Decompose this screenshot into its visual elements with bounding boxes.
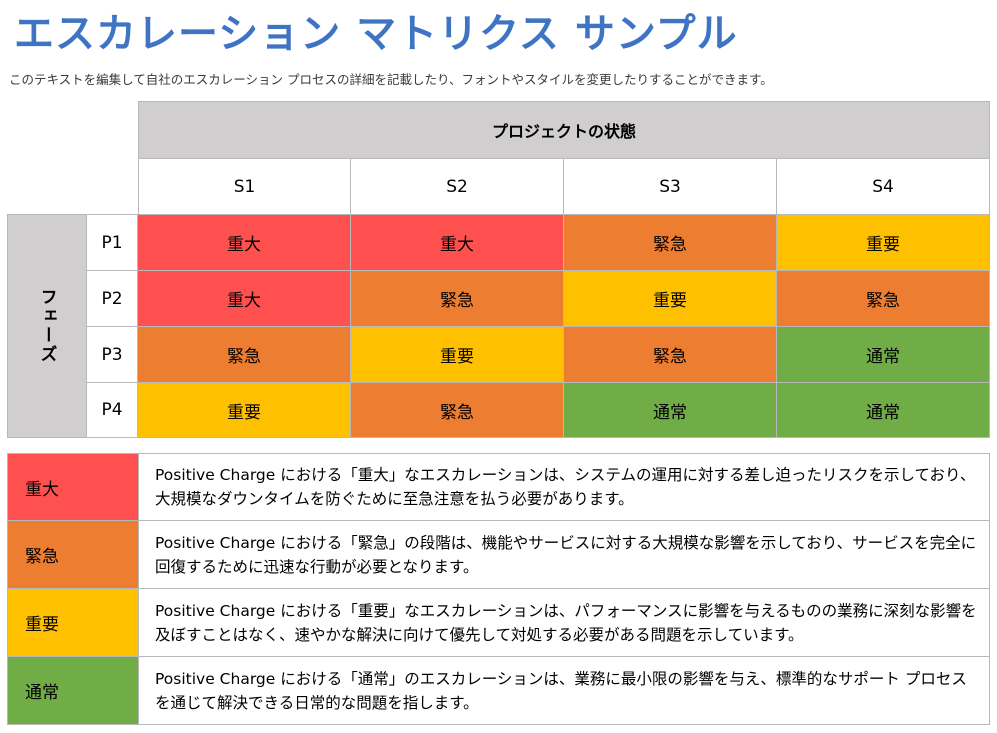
matrix-cell-label: 通常 bbox=[866, 347, 900, 367]
matrix-cell: 重要 bbox=[351, 327, 564, 383]
matrix-cell-label: 重大 bbox=[227, 235, 261, 255]
matrix-cell-label: 通常 bbox=[866, 402, 900, 423]
matrix-cell: 通常 bbox=[777, 383, 990, 438]
legend-row: 通常 Positive Charge における「通常」のエスカレーションは、業務… bbox=[7, 657, 990, 725]
column-group-header: プロジェクトの状態 bbox=[138, 101, 990, 159]
matrix-cell: 重要 bbox=[138, 383, 351, 438]
page-subtitle: このテキストを編集して自社のエスカレーション プロセスの詳細を記載したり、フォン… bbox=[9, 72, 773, 87]
column-group-label: プロジェクトの状態 bbox=[491, 122, 636, 141]
column-header-label: S3 bbox=[659, 176, 681, 197]
matrix-cell: 重要 bbox=[564, 271, 777, 327]
matrix-cell-label: 緊急 bbox=[653, 347, 687, 367]
matrix-corner bbox=[7, 101, 138, 214]
row-header-label: P3 bbox=[101, 344, 123, 365]
legend-description: Positive Charge における「通常」のエスカレーションは、業務に最小… bbox=[139, 657, 989, 724]
matrix-cell-label: 重大 bbox=[227, 291, 261, 311]
row-header-p3: P3 bbox=[87, 327, 138, 383]
row-header-p2: P2 bbox=[87, 271, 138, 327]
matrix-cell: 通常 bbox=[777, 327, 990, 383]
column-header-s4: S4 bbox=[777, 159, 990, 215]
matrix-cell-label: 緊急 bbox=[440, 402, 474, 423]
row-group-label: フェーズ bbox=[36, 288, 57, 364]
row-header-label: P4 bbox=[101, 400, 123, 420]
matrix-cell: 緊急 bbox=[564, 214, 777, 271]
legend-row: 重要 Positive Charge における「重要」なエスカレーションは、パフ… bbox=[7, 589, 990, 657]
column-header-label: S4 bbox=[872, 176, 894, 197]
matrix-cell-label: 重要 bbox=[866, 235, 900, 255]
matrix-cell: 緊急 bbox=[564, 327, 777, 383]
column-header-label: S1 bbox=[233, 176, 256, 197]
row-header-label: P2 bbox=[101, 288, 123, 309]
matrix-cell: 重大 bbox=[138, 214, 351, 271]
legend-description: Positive Charge における「重大」なエスカレーションは、システムの… bbox=[139, 454, 989, 520]
matrix-cell: 緊急 bbox=[351, 383, 564, 438]
row-header-p4: P4 bbox=[87, 383, 138, 438]
matrix-cell: 通常 bbox=[564, 383, 777, 438]
legend-level: 緊急 bbox=[8, 521, 139, 588]
page-title: エスカレーション マトリクス サンプル bbox=[14, 11, 738, 57]
matrix-cell: 重大 bbox=[351, 214, 564, 271]
row-header-label: P1 bbox=[101, 232, 123, 253]
matrix-cell-label: 重要 bbox=[653, 291, 687, 311]
column-header-s2: S2 bbox=[351, 159, 564, 215]
matrix-cell-label: 緊急 bbox=[227, 347, 261, 367]
matrix-cell: 緊急 bbox=[138, 327, 351, 383]
legend-description: Positive Charge における「緊急」の段階は、機能やサービスに対する… bbox=[139, 521, 989, 588]
escalation-matrix: プロジェクトの状態 S1 S2 S3 S4 フェーズ P1 重大 重大 緊急 重… bbox=[7, 101, 990, 438]
column-header-s3: S3 bbox=[564, 159, 777, 215]
matrix-cell-label: 重要 bbox=[440, 347, 474, 367]
column-header-s1: S1 bbox=[138, 159, 351, 215]
matrix-cell-label: 通常 bbox=[653, 402, 687, 423]
row-header-p1: P1 bbox=[87, 214, 138, 271]
matrix-cell: 重大 bbox=[138, 271, 351, 327]
legend-row: 重大 Positive Charge における「重大」なエスカレーションは、シス… bbox=[7, 453, 990, 521]
matrix-cell-label: 重要 bbox=[227, 402, 261, 423]
column-header-label: S2 bbox=[446, 176, 468, 197]
matrix-cell-label: 緊急 bbox=[866, 291, 900, 311]
matrix-cell-label: 重大 bbox=[440, 235, 474, 255]
severity-legend: 重大 Positive Charge における「重大」なエスカレーションは、シス… bbox=[7, 453, 990, 725]
legend-level: 通常 bbox=[8, 657, 139, 724]
legend-level: 重大 bbox=[8, 454, 139, 520]
legend-level: 重要 bbox=[8, 589, 139, 656]
matrix-cell: 緊急 bbox=[351, 271, 564, 327]
matrix-cell-label: 緊急 bbox=[440, 291, 474, 311]
legend-description: Positive Charge における「重要」なエスカレーションは、パフォーマ… bbox=[139, 589, 989, 656]
matrix-cell: 緊急 bbox=[777, 271, 990, 327]
row-group-header: フェーズ bbox=[7, 214, 87, 438]
matrix-cell: 重要 bbox=[777, 214, 990, 271]
legend-row: 緊急 Positive Charge における「緊急」の段階は、機能やサービスに… bbox=[7, 521, 990, 589]
matrix-cell-label: 緊急 bbox=[653, 235, 687, 255]
